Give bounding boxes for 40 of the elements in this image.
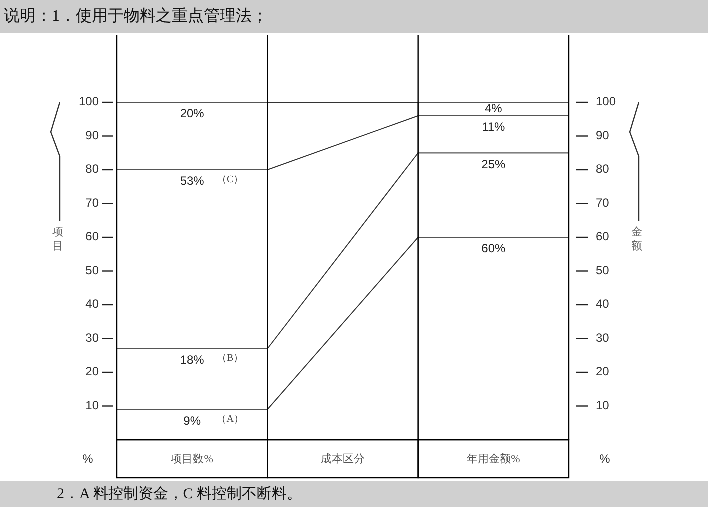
x-tick-label: 项目数% — [171, 454, 214, 466]
ylabel: 项目 — [52, 226, 64, 252]
y2-tick-label: 70 — [596, 196, 610, 210]
series-name: （A） — [216, 414, 244, 425]
y-tick-label: 50 — [86, 263, 99, 278]
data-label: 18% — [180, 353, 204, 368]
y2-tick-label: 20 — [596, 364, 610, 379]
annotation: 2．A 料控制资金，C 料控制不断料。 — [57, 486, 302, 502]
data-label: 11% — [482, 120, 506, 134]
y-tick-label: 20 — [86, 364, 99, 379]
y2-tick-label: 10 — [596, 398, 610, 412]
y2-tick-label: 30 — [596, 330, 610, 345]
y-tick-label: 70 — [86, 196, 99, 210]
y2-tick-label: 80 — [596, 162, 610, 176]
y-tick-label: 30 — [86, 330, 99, 345]
y-tick-label: 90 — [86, 128, 99, 142]
annotation: % — [600, 452, 610, 466]
y2label: 金额 — [632, 226, 642, 252]
data-label: 4% — [485, 101, 502, 116]
y-tick-label: 40 — [86, 297, 99, 312]
y-tick-label: 80 — [86, 162, 99, 176]
series-name: （B） — [217, 353, 244, 364]
y-tick-label: 60 — [86, 230, 99, 244]
y-tick-label: 100 — [78, 94, 99, 109]
annotation: % — [82, 452, 94, 466]
y2-tick-label: 100 — [596, 94, 616, 109]
data-label: 25% — [482, 157, 506, 172]
y2-tick-label: 60 — [596, 230, 610, 244]
y-tick-label: 10 — [86, 398, 99, 412]
y2-tick-label: 40 — [596, 297, 610, 312]
y2-tick-label: 90 — [596, 128, 610, 142]
x-tick-label: 成本区分 — [321, 454, 365, 466]
series-name: （C） — [217, 174, 244, 186]
title: 说明：1．使用于物料之重点管理法； — [4, 8, 268, 26]
y2-tick-label: 50 — [596, 263, 610, 278]
data-label: 9% — [184, 414, 201, 428]
data-label: 60% — [482, 242, 506, 256]
data-label: 20% — [180, 106, 204, 121]
data-label: 53% — [180, 174, 204, 188]
x-tick-label: 年用金额% — [467, 454, 520, 466]
